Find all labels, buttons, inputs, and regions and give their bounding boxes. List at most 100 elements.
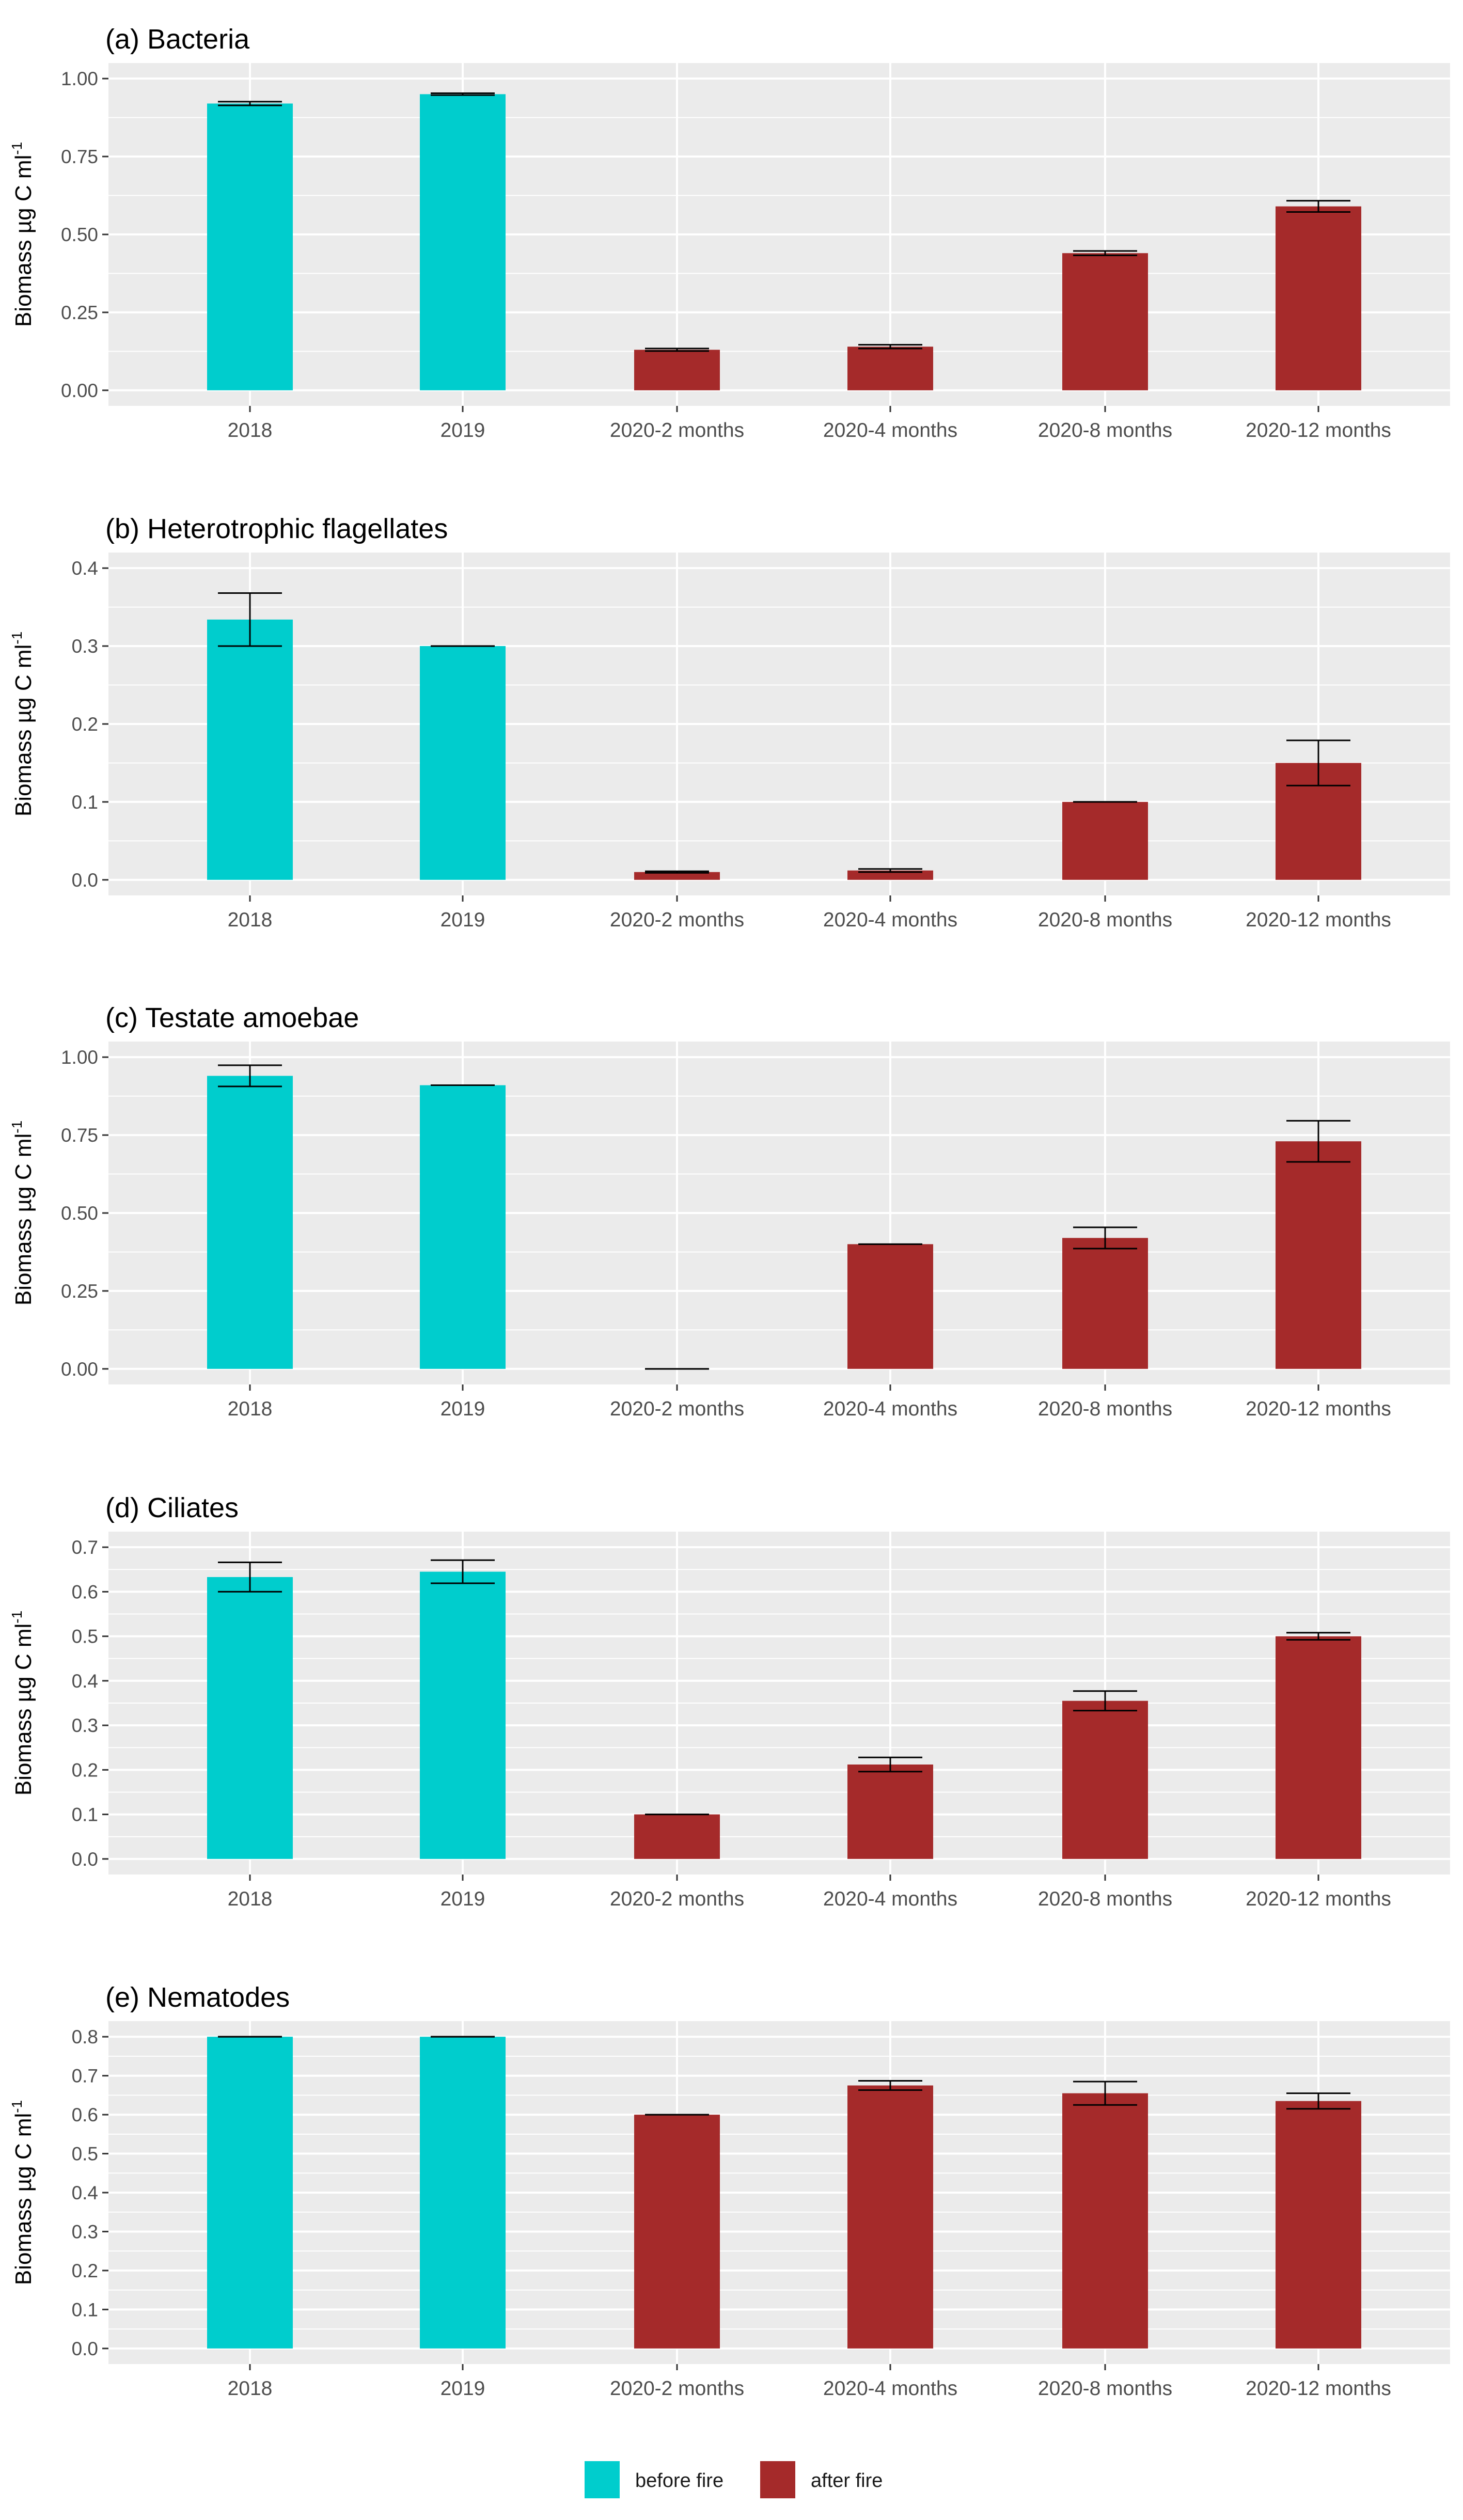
- bar-2020-12-months: [1276, 206, 1361, 390]
- y-tick-label: 0.4: [72, 2182, 98, 2203]
- y-tick-label: 0.1: [72, 792, 98, 813]
- bar-2020-8-months: [1062, 1700, 1148, 1859]
- bar-2018: [207, 103, 293, 390]
- legend-label-after-fire: after fire: [811, 2470, 883, 2492]
- y-tick-label: 0.4: [72, 1671, 98, 1692]
- x-tick-label: 2020-8 months: [1038, 419, 1172, 442]
- y-axis-label-superscript: -1: [9, 1121, 25, 1133]
- y-axis-label: Biomass µg C ml-1: [9, 1611, 36, 1796]
- y-axis-label: Biomass µg C ml-1: [9, 142, 36, 327]
- bar-2020-4-months: [847, 1765, 933, 1859]
- y-axis-label-superscript: -1: [9, 1611, 25, 1624]
- x-tick-label: 2020-2 months: [610, 909, 744, 931]
- error-bar: [858, 344, 922, 350]
- bar-2020-4-months: [847, 1244, 933, 1369]
- y-axis-label: Biomass µg C ml-1: [9, 632, 36, 816]
- bar-2018: [207, 1577, 293, 1859]
- error-bar: [645, 870, 709, 874]
- y-axis-label: Biomass µg C ml-1: [9, 1121, 36, 1305]
- y-tick-label: 0.2: [72, 714, 98, 735]
- y-tick-label: 1.00: [61, 68, 98, 89]
- bar-2019: [420, 646, 506, 880]
- x-tick-label: 2018: [228, 909, 273, 931]
- error-bar: [1286, 200, 1350, 213]
- bar-2019: [420, 1085, 506, 1369]
- y-tick-label: 0.1: [72, 2299, 98, 2320]
- error-bar: [218, 1064, 282, 1088]
- bar-2018: [207, 2037, 293, 2349]
- x-tick-label: 2020-8 months: [1038, 1888, 1172, 1910]
- y-axis-label-text: Biomass µg C ml: [11, 155, 36, 327]
- y-axis-label: Biomass µg C ml-1: [9, 2100, 36, 2285]
- x-tick-label: 2020-2 months: [610, 419, 744, 442]
- x-tick-label: 2019: [441, 1888, 485, 1910]
- legend-key-before-fire: [585, 2461, 620, 2498]
- bar-2020-2-months: [634, 2115, 720, 2349]
- error-bar: [858, 2080, 922, 2091]
- x-tick-label: 2018: [228, 419, 273, 442]
- error-bar: [1073, 1226, 1137, 1250]
- y-tick-label: 0.0: [72, 1849, 98, 1870]
- x-tick-label: 2018: [228, 1888, 273, 1910]
- error-bar: [1073, 2081, 1137, 2106]
- error-bar: [218, 1562, 282, 1593]
- panel-title: (a) Bacteria: [105, 24, 250, 55]
- y-axis-label-text: Biomass µg C ml: [11, 1624, 36, 1796]
- x-tick-label: 2019: [441, 1398, 485, 1420]
- x-tick-label: 2020-8 months: [1038, 2377, 1172, 2400]
- y-tick-label: 0.6: [72, 1581, 98, 1602]
- error-bar: [431, 92, 495, 96]
- chart-panel-2: 0.0 0.1 0.2 0.3 0.4 2018 2019 2020-2 months 2020…: [9, 513, 1450, 931]
- error-bar: [1073, 250, 1137, 256]
- bar-2020-4-months: [847, 2085, 933, 2349]
- x-tick-label: 2020-2 months: [610, 2377, 744, 2400]
- chart-panel-1: 0.00 0.25 0.50 0.75 1.00 2018 2019 2020-2 month…: [9, 24, 1450, 442]
- y-axis-label-superscript: -1: [9, 632, 25, 644]
- bar-2018: [207, 1076, 293, 1369]
- error-bar: [431, 1559, 495, 1584]
- y-tick-label: 1.00: [61, 1047, 98, 1068]
- x-tick-label: 2018: [228, 2377, 273, 2400]
- x-tick-label: 2020-8 months: [1038, 1398, 1172, 1420]
- y-axis-label-superscript: -1: [9, 142, 25, 155]
- x-tick-label: 2020-4 months: [823, 1398, 957, 1420]
- y-tick-label: 0.3: [72, 2221, 98, 2242]
- y-tick-label: 0.5: [72, 1626, 98, 1647]
- y-tick-label: 0.0: [72, 2338, 98, 2359]
- bar-2018: [207, 619, 293, 880]
- y-tick-label: 0.2: [72, 2260, 98, 2281]
- x-tick-label: 2020-4 months: [823, 2377, 957, 2400]
- x-tick-label: 2020-12 months: [1246, 419, 1391, 442]
- error-bar: [1286, 739, 1350, 786]
- panel-title: (d) Ciliates: [105, 1492, 239, 1523]
- panel-title: (c) Testate amoebae: [105, 1002, 359, 1033]
- y-tick-label: 0.3: [72, 636, 98, 657]
- error-bar: [858, 868, 922, 873]
- y-tick-label: 0.50: [61, 224, 98, 245]
- x-tick-label: 2020-12 months: [1246, 2377, 1391, 2400]
- error-bar: [218, 101, 282, 106]
- bar-2020-8-months: [1062, 2093, 1148, 2349]
- bar-2019: [420, 2037, 506, 2349]
- y-tick-label: 0.4: [72, 558, 98, 579]
- panel-title: (b) Heterotrophic flagellates: [105, 513, 448, 544]
- y-tick-label: 0.50: [61, 1203, 98, 1224]
- bar-2020-2-months: [634, 872, 720, 880]
- y-axis-label-text: Biomass µg C ml: [11, 1133, 36, 1305]
- y-tick-label: 0.1: [72, 1804, 98, 1825]
- y-tick-label: 0.3: [72, 1715, 98, 1736]
- chart-panel-5: 0.0 0.1 0.2 0.3 0.4 0.5 0.6 0.7 0.8 2018 2019 2020-…: [9, 1982, 1450, 2400]
- x-tick-label: 2020-4 months: [823, 909, 957, 931]
- error-bar: [1286, 2092, 1350, 2110]
- y-tick-label: 0.25: [61, 302, 98, 323]
- y-tick-label: 0.2: [72, 1759, 98, 1781]
- chart-panel-3: 0.00 0.25 0.50 0.75 1.00 2018 2019 2020-2 month…: [9, 1002, 1450, 1420]
- panels: 0.00 0.25 0.50 0.75 1.00 2018 2019 2020-2 month…: [9, 24, 1450, 2400]
- error-bar: [1286, 1632, 1350, 1641]
- y-tick-label: 0.00: [61, 380, 98, 401]
- bar-2020-2-months: [634, 350, 720, 390]
- x-tick-label: 2020-2 months: [610, 1888, 744, 1910]
- y-tick-label: 0.0: [72, 870, 98, 891]
- legend-key-after-fire: [760, 2461, 795, 2498]
- bar-2019: [420, 1571, 506, 1859]
